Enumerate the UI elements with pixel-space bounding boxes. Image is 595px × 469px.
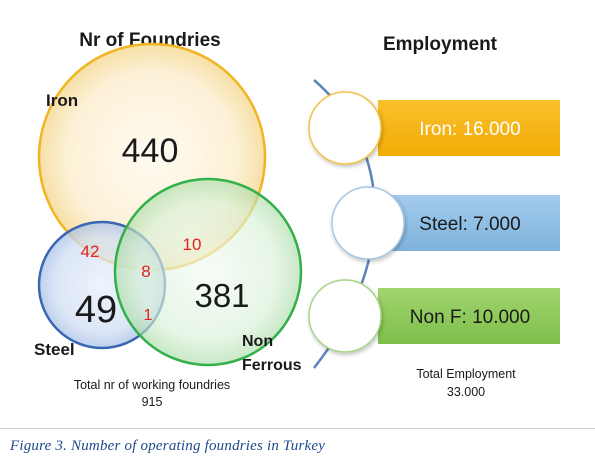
figure-caption: Figure 3. Number of operating foundries …: [10, 438, 326, 454]
employment-circle-steel: [331, 186, 405, 260]
venn-total-label: Total nr of working foundries: [74, 378, 230, 392]
employment-label-iron: Iron: 16.000: [419, 119, 520, 140]
nonferrous-set-label-line1: Non: [242, 333, 273, 350]
region-steel-nonferrous: 1: [144, 307, 153, 324]
employment-bar-nonferrous: [378, 288, 560, 344]
nonferrous-set-label-line2: Ferrous: [242, 357, 302, 374]
region-iron-only: 440: [122, 132, 179, 170]
venn-total-value: 915: [142, 395, 163, 409]
iron-set-label: Iron: [46, 91, 78, 110]
employment-label-steel: Steel: 7.000: [419, 214, 520, 235]
region-all-three: 8: [141, 262, 150, 281]
employment-bar-iron: [378, 100, 560, 156]
region-iron-nonferrous: 10: [183, 235, 202, 254]
region-nonferrous-only: 381: [194, 277, 249, 314]
employment-circle-iron: [308, 91, 382, 165]
employment-total-label: Total Employment: [416, 367, 516, 381]
caption-divider: [0, 428, 595, 429]
employment-bar-steel: [378, 195, 560, 251]
venn-diagram: [37, 42, 303, 367]
region-steel-only: 49: [75, 289, 117, 331]
employment-title: Employment: [383, 34, 498, 55]
employment-circle-nonferrous: [308, 279, 382, 353]
region-iron-steel: 42: [81, 242, 100, 261]
steel-set-label: Steel: [34, 340, 75, 359]
venn-title: Nr of Foundries: [79, 30, 220, 51]
employment-bars: Iron: 16.000 Steel: 7.000 Non F: 10.000: [308, 91, 560, 353]
employment-total-value: 33.000: [447, 385, 485, 399]
employment-label-nonferrous: Non F: 10.000: [410, 307, 530, 328]
nonferrous-circle: [113, 177, 303, 367]
